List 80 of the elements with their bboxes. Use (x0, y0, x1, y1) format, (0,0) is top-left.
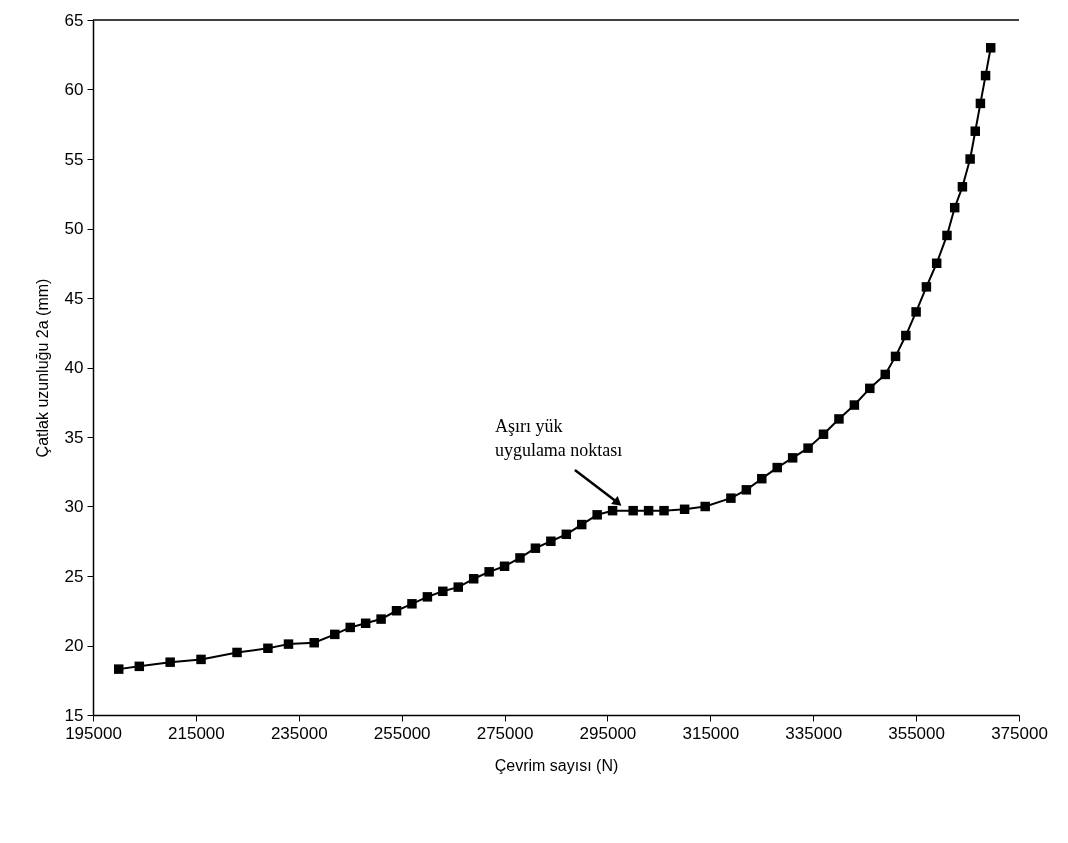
x-tick-label: 315000 (682, 723, 740, 743)
point (741, 485, 752, 495)
point (772, 462, 782, 473)
point (757, 473, 767, 484)
point (376, 614, 386, 624)
point (834, 414, 844, 424)
point (499, 561, 510, 572)
point (890, 351, 901, 362)
x-tick-label: 195000 (65, 723, 122, 743)
point (263, 643, 273, 654)
point (530, 543, 541, 553)
point (957, 182, 968, 192)
point (165, 657, 175, 667)
point (818, 429, 829, 439)
point (659, 505, 669, 516)
x-tick-label: 255000 (373, 723, 431, 743)
point (949, 202, 960, 213)
point (391, 606, 402, 616)
y-tick-label: 40 (64, 358, 84, 377)
annotation: Aşırı yük uygulama noktası (494, 415, 623, 460)
point (628, 505, 638, 516)
point (309, 637, 319, 648)
point (453, 582, 463, 592)
point (787, 453, 798, 463)
y-tick-label: 65 (64, 10, 84, 30)
point (407, 599, 417, 609)
point (484, 567, 494, 577)
point (726, 493, 736, 503)
point (985, 43, 996, 53)
point (921, 282, 932, 292)
point (330, 629, 340, 640)
y-tick-label: 35 (64, 427, 84, 447)
y-tick-label: 45 (64, 288, 84, 308)
point (468, 574, 479, 584)
y-tick-label: 15 (64, 705, 84, 725)
x-tick-label: 355000 (888, 723, 945, 743)
point (232, 647, 242, 658)
x-axis-title: Çevrim sayısı (N) (494, 756, 619, 774)
point (700, 501, 710, 512)
x-tick-label: 235000 (270, 723, 328, 743)
point (576, 519, 587, 530)
x-tick-label: 335000 (785, 723, 843, 743)
x-tick-label: 375000 (991, 723, 1048, 743)
point (975, 98, 986, 109)
point (970, 126, 981, 136)
point (911, 307, 921, 317)
x-tick-label: 295000 (579, 723, 637, 743)
point (422, 592, 433, 602)
point (643, 505, 654, 516)
x-tick-label: 275000 (476, 723, 534, 743)
y-axis-title: Çatlak uzunluğu 2a (mm) (33, 278, 51, 458)
y-tick-label: 20 (64, 636, 84, 655)
point (803, 443, 813, 453)
point (849, 400, 860, 410)
y-tick-label: 30 (64, 497, 84, 516)
y-tick-label: 55 (64, 149, 84, 169)
point (113, 664, 124, 674)
y-tick-label: 60 (64, 80, 84, 99)
point (134, 661, 145, 672)
point (679, 504, 690, 515)
point (345, 622, 355, 633)
point (942, 230, 952, 241)
point (196, 654, 206, 665)
point (592, 510, 602, 520)
y-tick-label: 25 (64, 566, 84, 586)
point (965, 154, 975, 164)
point (901, 330, 911, 341)
point (931, 258, 942, 268)
point (607, 505, 618, 516)
x-tick-label: 215000 (168, 723, 225, 743)
y-tick-label: 50 (64, 219, 84, 238)
point (438, 586, 448, 597)
point (360, 618, 371, 628)
point (865, 383, 875, 394)
point (283, 639, 294, 649)
point (561, 529, 572, 540)
point (546, 536, 556, 546)
point (515, 553, 525, 563)
point (980, 70, 991, 81)
point (880, 369, 890, 380)
